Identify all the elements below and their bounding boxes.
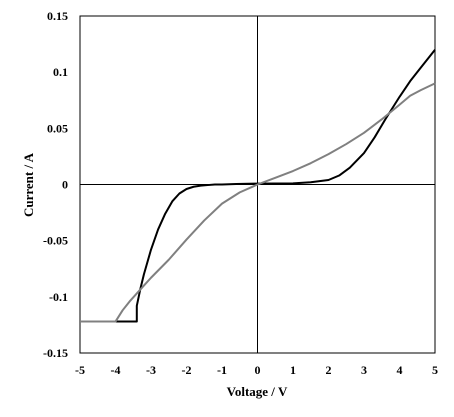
- x-tick-label: 2: [326, 363, 332, 377]
- series-line-1: [80, 49, 436, 323]
- y-tick-label: -0.05: [43, 234, 68, 248]
- series-line-2: [80, 82, 436, 323]
- x-tick-label: -3: [146, 363, 156, 377]
- x-tick-label: 4: [397, 363, 403, 377]
- x-tick-label: -5: [75, 363, 85, 377]
- y-tick-label: 0.05: [47, 121, 68, 135]
- x-tick-label: 0: [255, 363, 261, 377]
- y-tick-label: 0.15: [47, 9, 68, 23]
- x-tick-label: -2: [182, 363, 192, 377]
- y-tick-label: 0.1: [53, 65, 68, 79]
- y-tick-labels: 0.15 0.1 0.05 0 -0.05 -0.1 -0.15: [43, 9, 68, 360]
- y-tick-label: 0: [62, 178, 68, 192]
- x-tick-label: -1: [217, 363, 227, 377]
- x-tick-label: 1: [290, 363, 296, 377]
- x-tick-labels: -5 -4 -3 -2 -1 0 1 2 3 4 5: [75, 363, 438, 377]
- x-axis-title: Voltage / V: [227, 384, 288, 399]
- y-tick-label: -0.15: [43, 346, 68, 360]
- x-tick-label: 5: [432, 363, 438, 377]
- y-axis-title: Current / A: [21, 152, 36, 217]
- x-tick-label: 3: [361, 363, 367, 377]
- series-layer: [80, 49, 436, 323]
- x-tick-label: -4: [111, 363, 121, 377]
- y-tick-label: -0.1: [49, 290, 68, 304]
